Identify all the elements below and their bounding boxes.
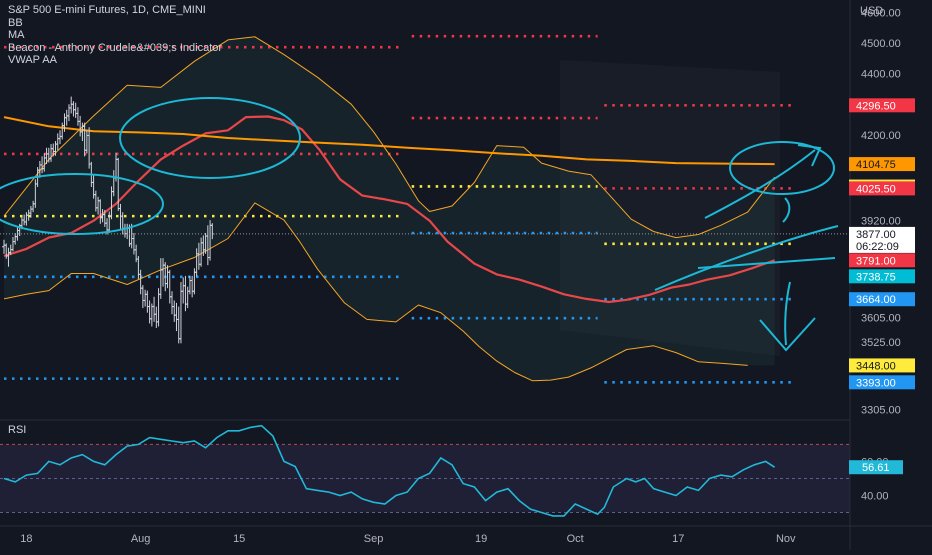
series-line-ma_orange [3, 116, 775, 166]
x-tick-label: 15 [233, 533, 245, 545]
series-line-ma_red [3, 115, 775, 304]
price-label: 3448.00 [856, 360, 896, 372]
price-label: 3664.00 [856, 294, 896, 306]
rsi-value-bg [849, 460, 903, 475]
chart-legend: S&P 500 E-mini Futures, 1D, CME_MINI BB … [8, 4, 222, 67]
price-label: 3791.00 [856, 255, 896, 267]
price-label-bg [849, 375, 915, 390]
x-tick-label: Oct [567, 533, 584, 545]
annotation-up-arrowhead [797, 144, 822, 167]
rsi-tick-label: 40.00 [861, 490, 889, 502]
y-tick-label: 4200.00 [861, 130, 901, 142]
price-label-bg [849, 181, 915, 196]
annotation-up-arrow [704, 149, 816, 219]
y-tick-label: 4400.00 [861, 69, 901, 81]
price-label-bg [849, 253, 915, 268]
annotation-down-arrowhead [759, 317, 816, 352]
annotation-trendline-1 [697, 257, 836, 269]
currency-label: USD [860, 5, 883, 17]
price-label: 3738.75 [856, 271, 896, 283]
bb-fill [4, 36, 775, 381]
rsi-line [3, 424, 776, 517]
annotation-ellipse-3 [729, 141, 835, 195]
x-tick-label: Aug [131, 533, 151, 545]
indicator-vwap[interactable]: VWAP AA [8, 54, 57, 67]
rsi-value-label: 56.61 [862, 462, 890, 474]
x-tick-label: Nov [776, 533, 796, 545]
y-tick-label: 3525.00 [861, 337, 901, 349]
y-tick-label: 3305.00 [861, 404, 901, 416]
last-price-label: 3877.00 [856, 229, 896, 241]
indicator-ma[interactable]: MA [8, 29, 25, 42]
price-label-bg [849, 157, 915, 172]
indicator-beacon[interactable]: Beacon - Anthony Crudele&#039;s Indicato… [8, 41, 223, 54]
price-label: 4296.50 [856, 100, 896, 112]
annotation-trendline-2 [654, 225, 839, 291]
indicator-bb[interactable]: BB [8, 16, 23, 29]
last-price-badge-bg [849, 226, 915, 253]
price-label-bg [849, 98, 915, 113]
x-tick-label: 17 [672, 533, 684, 545]
price-label-bg [849, 269, 915, 284]
x-tick-label: Sep [364, 533, 384, 545]
projection-zone [560, 60, 780, 356]
y-tick-label: 3920.00 [861, 216, 901, 228]
annotation-down-arrow [784, 281, 791, 346]
rsi-panel-label[interactable]: RSI [8, 424, 27, 436]
price-label: 3393.00 [856, 377, 896, 389]
series-line-upper [3, 36, 775, 239]
annotation-ellipse-1 [0, 173, 164, 235]
x-tick-label: 18 [20, 533, 32, 545]
x-tick-label: 19 [475, 533, 487, 545]
series-line-lower [3, 202, 748, 382]
y-tick-label: 4600.00 [861, 7, 901, 19]
countdown-label: 06:22:09 [856, 241, 899, 253]
y-tick-label: 4500.00 [861, 38, 901, 50]
annotation-ellipse-2 [119, 97, 301, 179]
symbol-title[interactable]: S&P 500 E-mini Futures, 1D, CME_MINI [8, 4, 206, 16]
annotation-squiggle [782, 197, 791, 223]
y-tick-label: 3605.00 [861, 312, 901, 324]
price-label-bg [849, 358, 915, 373]
price-label: 4025.50 [856, 183, 896, 195]
price-label: 4104.75 [856, 159, 896, 171]
price-label-bg [849, 292, 915, 307]
